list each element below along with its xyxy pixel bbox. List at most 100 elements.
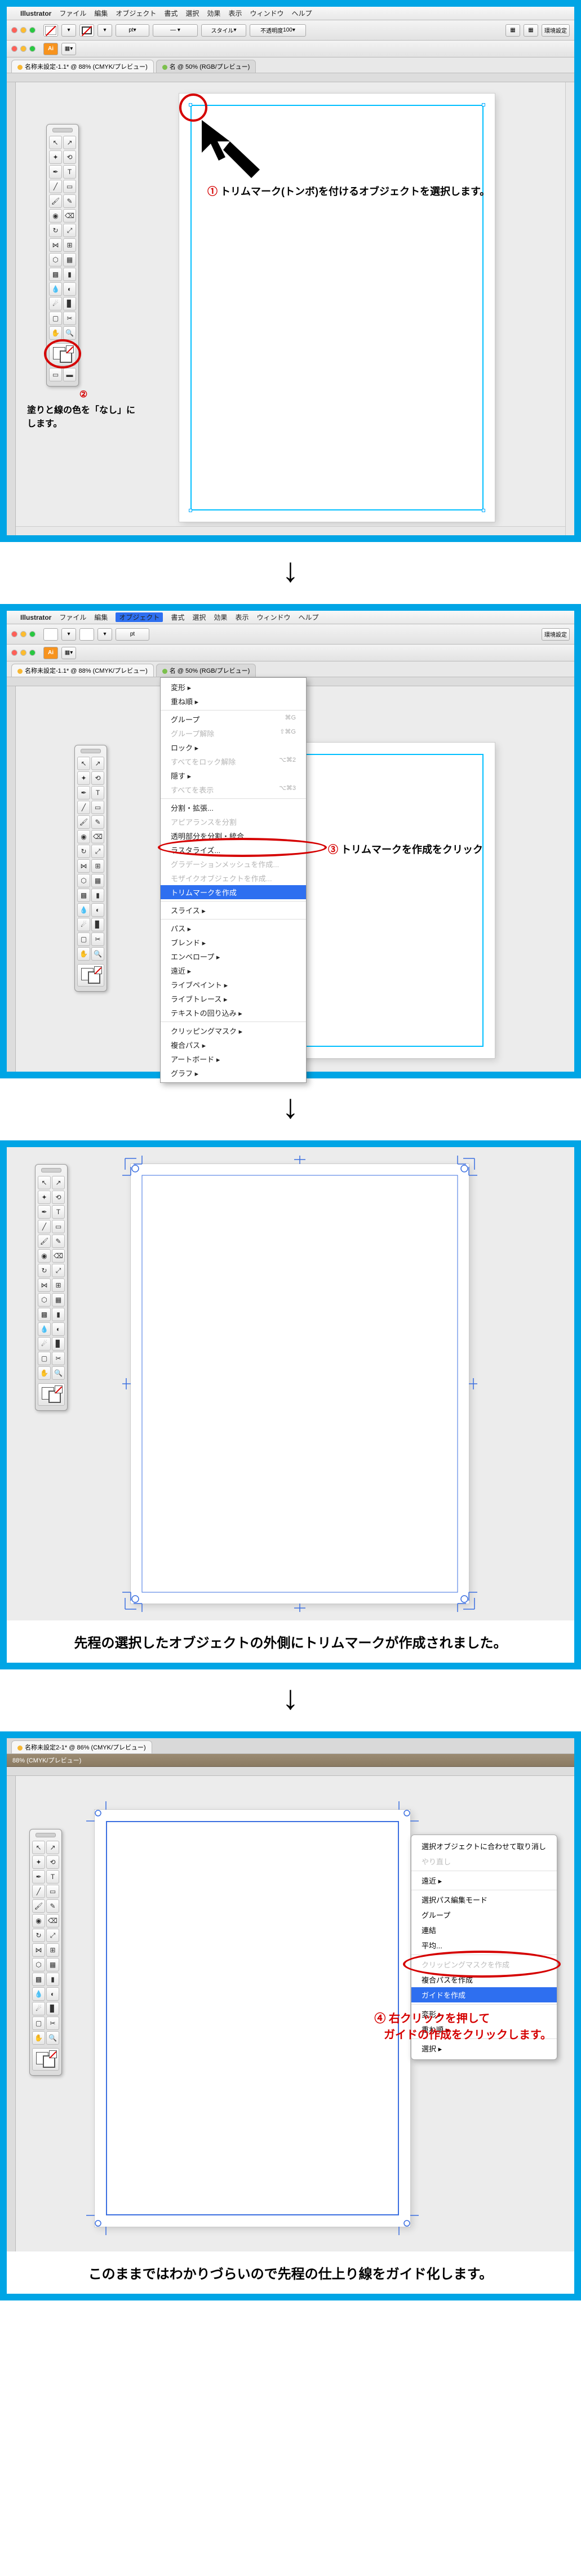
stroke-swatch[interactable]	[79, 628, 94, 641]
align-btn1[interactable]: ▦	[505, 24, 520, 37]
scrollbar-horizontal[interactable]	[16, 526, 565, 535]
brush-select[interactable]: — ▾	[153, 24, 198, 37]
tool-direct[interactable]: ↗	[63, 136, 76, 149]
stroke-weight[interactable]: pt ▾	[116, 24, 149, 37]
menu-item[interactable]: アピアランスを分割	[161, 815, 306, 829]
menu-edit[interactable]: 編集	[94, 612, 108, 622]
scrollbar-vertical[interactable]	[565, 82, 574, 535]
doc-tab-1[interactable]: 名称未設定-1.1* @ 88% (CMYK/プレビュー)	[11, 60, 154, 73]
tool-grad[interactable]: ▮	[63, 268, 76, 281]
tool-free[interactable]: ⊞	[63, 238, 76, 252]
tool-selection[interactable]: ↖	[49, 136, 62, 149]
menu-item[interactable]: エンベロープ ▸	[161, 949, 306, 963]
menu-edit[interactable]: 編集	[94, 8, 108, 18]
tool-graph[interactable]: ▊	[63, 297, 76, 310]
menu-help[interactable]: ヘルプ	[291, 8, 312, 18]
tool-blob[interactable]: ◉	[49, 209, 62, 223]
tool-rect[interactable]: ▭	[63, 180, 76, 193]
tool-shape[interactable]: ⬡	[49, 253, 62, 267]
tool-pen[interactable]: ✒	[49, 165, 62, 179]
tool-eraser[interactable]: ⌫	[63, 209, 76, 223]
menu-select[interactable]: 選択	[185, 8, 199, 18]
menu-item[interactable]: トリムマークを作成	[161, 885, 306, 899]
menu-item[interactable]: 遠近 ▸	[161, 963, 306, 978]
tool-palette-3[interactable]: ↖↗✦⟲ ✒T╱▭ 🖌✎◉⌫ ↻⤢⋈⊞ ⬡▦▩▮ 💧◐☄▊ ▢✂✋🔍	[35, 1164, 68, 1411]
tool-brush[interactable]: 🖌	[49, 194, 62, 208]
menu-item[interactable]: 隠す ▸	[161, 769, 306, 783]
object-dropdown[interactable]: 変形 ▸重ね順 ▸グループ⌘Gグループ解除⇧⌘Gロック ▸すべてをロック解除⌥⌘…	[160, 677, 307, 1083]
doc-tab-2[interactable]: 名 @ 50% (RGB/プレビュー)	[156, 60, 256, 73]
ctx-item[interactable]: 選択 ▸	[411, 2041, 557, 2056]
menu-item[interactable]: ライブペイント ▸	[161, 978, 306, 992]
menu-item[interactable]: アートボード ▸	[161, 1052, 306, 1066]
menu-item[interactable]: グラデーションメッシュを作成...	[161, 857, 306, 871]
screen-mode-1[interactable]: ▭	[49, 368, 62, 381]
tool-rotate[interactable]: ↻	[49, 224, 62, 237]
menu-help[interactable]: ヘルプ	[298, 612, 318, 622]
menu-item[interactable]: スライス ▸	[161, 903, 306, 917]
style-select[interactable]: スタイル ▾	[201, 24, 246, 37]
tool-artboard[interactable]: ▢	[49, 312, 62, 325]
tool-eyedrop[interactable]: 💧	[49, 282, 62, 296]
menu-object[interactable]: オブジェクト	[116, 8, 156, 18]
ctx-item[interactable]: ガイドを作成	[411, 1987, 557, 2002]
tool-zoom[interactable]: 🔍	[63, 326, 76, 340]
menu-item[interactable]: 分割・拡張...	[161, 801, 306, 815]
menu-effect[interactable]: 効果	[214, 612, 227, 622]
menu-item[interactable]: テキストの回り込み ▸	[161, 1006, 306, 1020]
ctx-item[interactable]: 遠近 ▸	[411, 1873, 557, 1888]
menu-select[interactable]: 選択	[192, 612, 206, 622]
tool-blend[interactable]: ◐	[63, 282, 76, 296]
window-traffic-lights[interactable]	[11, 27, 36, 33]
menu-item[interactable]: 複合パス ▸	[161, 1038, 306, 1052]
menu-file[interactable]: ファイル	[59, 8, 86, 18]
menu-window[interactable]: ウィンドウ	[256, 612, 290, 622]
tool-pencil[interactable]: ✎	[63, 194, 76, 208]
fill-select[interactable]: ▾	[61, 24, 76, 37]
doc-traffic[interactable]	[11, 46, 36, 52]
menu-window[interactable]: ウィンドウ	[250, 8, 283, 18]
doc-tab-4[interactable]: 名称未設定2-1* @ 86% (CMYK/プレビュー)	[11, 1740, 152, 1753]
layout-select[interactable]: ▦▾	[61, 43, 76, 55]
ctx-item[interactable]: 連結	[411, 1922, 557, 1938]
ctx-item[interactable]: 選択オブジェクトに合わせて取り消し	[411, 1838, 557, 1854]
menu-item[interactable]: クリッピングマスク ▸	[161, 1024, 306, 1038]
menu-type[interactable]: 書式	[171, 612, 184, 622]
menu-item[interactable]: グループ解除⇧⌘G	[161, 726, 306, 740]
menu-item[interactable]: ブレンド ▸	[161, 935, 306, 949]
tool-persp[interactable]: ▦	[63, 253, 76, 267]
menu-effect[interactable]: 効果	[207, 8, 220, 18]
tool-slice[interactable]: ✂	[63, 312, 76, 325]
menu-item[interactable]: 重ね順 ▸	[161, 694, 306, 708]
menu-view[interactable]: 表示	[228, 8, 242, 18]
tool-palette-4[interactable]: ↖↗✦⟲ ✒T╱▭ 🖌✎◉⌫ ↻⤢⋈⊞ ⬡▦▩▮ 💧◐☄▊ ▢✂✋🔍	[29, 1829, 62, 2076]
menu-item[interactable]: すべてを表示⌥⌘3	[161, 783, 306, 797]
setup-btn[interactable]: 環境設定	[542, 24, 570, 37]
menu-item[interactable]: ライブトレース ▸	[161, 992, 306, 1006]
doc-tab[interactable]: 名称未設定-1.1* @ 88% (CMYK/プレビュー)	[11, 664, 154, 677]
tool-wand[interactable]: ✦	[49, 150, 62, 164]
tool-scale[interactable]: ⤢	[63, 224, 76, 237]
menu-item[interactable]: グループ⌘G	[161, 712, 306, 726]
ctx-item[interactable]: グループ	[411, 1907, 557, 1922]
tool-type[interactable]: T	[63, 165, 76, 179]
setup-btn[interactable]: 環境設定	[542, 628, 570, 641]
tool-symbol[interactable]: ☄	[49, 297, 62, 310]
tool-width[interactable]: ⋈	[49, 238, 62, 252]
canvas[interactable]: ① トリムマーク(トンボ)を付けるオブジェクトを選択します。	[16, 82, 574, 535]
menu-item[interactable]: グラフ ▸	[161, 1066, 306, 1080]
menu-view[interactable]: 表示	[235, 612, 249, 622]
menu-object-open[interactable]: オブジェクト	[116, 612, 163, 622]
stroke-swatch[interactable]	[79, 24, 94, 37]
menu-item[interactable]: ロック ▸	[161, 740, 306, 754]
menu-file[interactable]: ファイル	[59, 612, 86, 622]
menu-item[interactable]: モザイクオブジェクトを作成...	[161, 871, 306, 885]
stroke-select[interactable]: ▾	[97, 24, 112, 37]
ctx-item[interactable]: やり直し	[411, 1854, 557, 1869]
tool-mesh[interactable]: ▩	[49, 268, 62, 281]
align-btn2[interactable]: ▦	[524, 24, 538, 37]
tool-palette-2[interactable]: ↖↗✦⟲ ✒T╱▭ 🖌✎◉⌫ ↻⤢⋈⊞ ⬡▦▩▮ 💧◐☄▊ ▢✂✋🔍	[74, 745, 107, 992]
menu-item[interactable]: パス ▸	[161, 921, 306, 935]
tool-line[interactable]: ╱	[49, 180, 62, 193]
opacity[interactable]: 不透明度 100 ▾	[250, 24, 306, 37]
